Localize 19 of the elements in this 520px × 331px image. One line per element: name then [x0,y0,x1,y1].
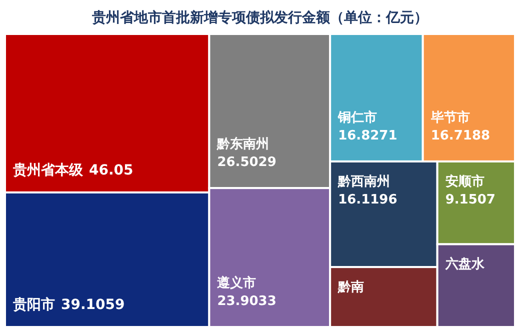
data-label: 26.5029 [217,155,276,170]
category-label: 贵阳市 [12,296,55,313]
category-label: 安顺市 [445,173,484,190]
data-label: 16.1196 [338,192,398,208]
category-label: 遵义市 [216,275,256,291]
category-label: 黔南 [337,280,364,296]
category-label: 毕节市 [430,109,470,126]
data-label: 9.1507 [445,192,496,208]
category-label: 黔西南州 [337,174,390,190]
data-label: 16.7188 [430,128,490,144]
category-label: 铜仁市 [337,109,378,126]
data-label: 23.9033 [217,294,276,309]
category-label: 贵州省本级 [12,162,84,178]
data-label: 39.1059 [61,297,125,313]
data-label: 46.05 [89,162,134,178]
category-label: 黔东南州 [216,136,270,152]
text: 贵州省地市首批新增专项债拟发行金额（单位：亿元） [91,9,428,26]
data-label: 16.8271 [338,128,398,144]
category-label: 六盘水 [444,256,486,272]
